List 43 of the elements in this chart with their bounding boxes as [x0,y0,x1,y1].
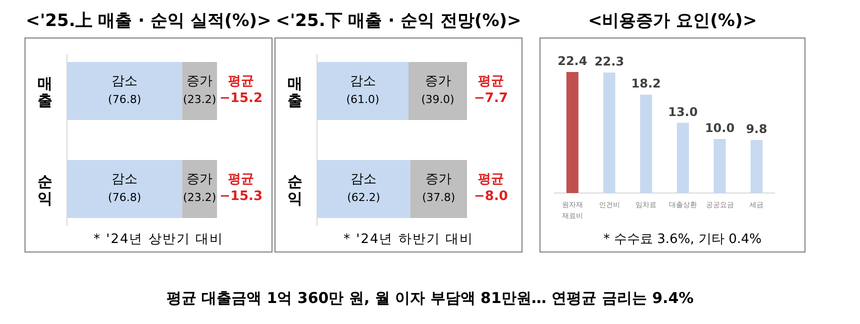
data-label: (76.8) [108,93,142,106]
chart-title: <비용증가 요인(%)> [588,11,757,31]
text: 감소 [112,172,138,187]
text: * '24년 상반기 대비 [93,232,224,247]
data-label: (37.8) [422,191,456,204]
data-label: (62.2) [347,191,380,204]
data-label: (23.2) [183,93,216,106]
bar [676,122,689,193]
text: * 수수료 3.6%, 기타 0.4% [603,232,762,247]
data-label: 22.3 [594,54,624,69]
text: 평균 −7.7 [474,74,508,106]
series-label: 증가 [424,74,451,89]
data-label: (39.0) [421,93,454,106]
series-label: 증가 [186,74,213,89]
text: 평균 대출금액 1억 360만 원, 월 이자 부담액 81만원… 연평균 금리는 9.4% [166,289,694,307]
data-label: 9.8 [746,122,768,136]
bar [750,140,763,193]
y-tick-label: 순익 [288,172,302,208]
y-tick-label: 매출 [38,74,52,110]
bar [603,72,616,193]
text: 평균 −8.0 [474,172,508,204]
text: 증가 [426,172,452,187]
data-label: 22.4 [558,54,588,68]
text: 평균 −15.2 [220,74,262,106]
text: 평균 −15.3 [220,172,262,204]
data-label: (76.8) [108,191,142,204]
y-tick-label: 순익 [38,172,52,208]
data-label: 13.0 [668,104,698,119]
data-label: 18.2 [631,76,661,91]
data-label: 10.0 [704,120,735,135]
y-tick-label: 매출 [288,74,302,110]
text: 증가 [186,172,213,187]
data-label: (23.2) [183,191,216,204]
text: 감소 [350,172,377,187]
text: * '24년 하반기 대비 [343,232,474,247]
chart-title: <'25.上 매출 · 순익 실적(%)> [26,11,272,31]
data-label: (61.0) [346,93,380,106]
bar [714,138,726,193]
bar [640,94,652,193]
chart-title: <'25.下 매출 · 순익 전망(%)> [276,11,522,31]
bar [566,72,578,193]
series-label: 감소 [112,74,138,89]
series-label: 감소 [350,74,376,89]
